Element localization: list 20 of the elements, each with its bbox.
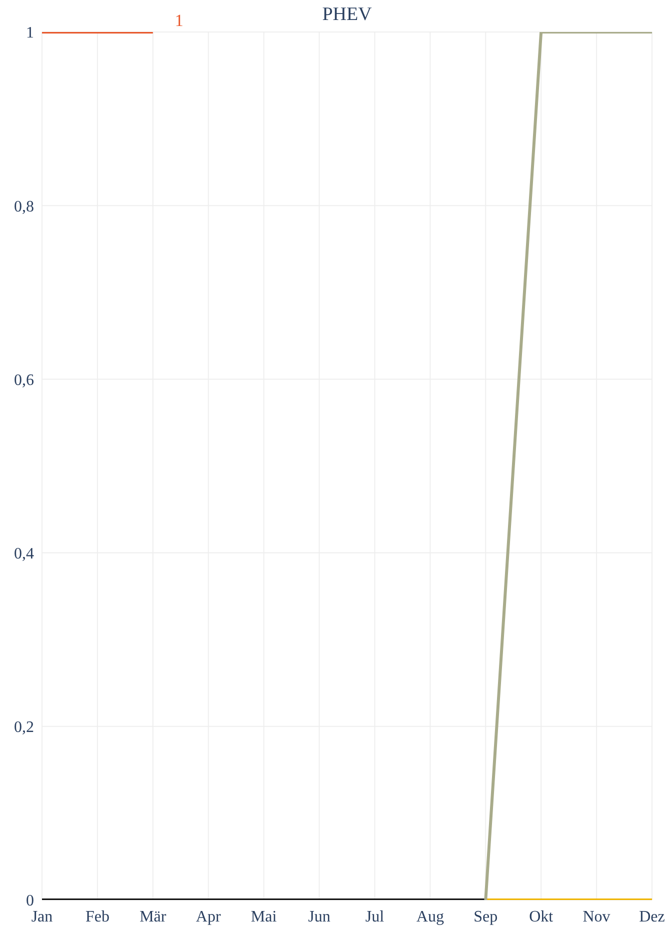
y-tick-label: 0,2 <box>14 719 34 736</box>
x-tick-label: Aug <box>416 908 444 926</box>
x-tick-label: Mär <box>140 908 167 926</box>
y-tick-label: 0 <box>26 892 34 910</box>
data-label: 1 <box>174 11 184 30</box>
x-tick-label: Nov <box>582 908 610 926</box>
x-tick-label: Apr <box>196 908 222 926</box>
x-tick-label: Dez <box>639 908 665 926</box>
x-tick-label: Feb <box>85 908 110 926</box>
x-tick-label: Jun <box>308 908 330 926</box>
x-tick-label: Jul <box>365 908 385 926</box>
y-tick-label: 0,8 <box>14 198 34 216</box>
chart-title: PHEV <box>322 4 372 25</box>
x-tick-label: Sep <box>474 908 498 926</box>
x-tick-label: Okt <box>529 908 554 926</box>
y-tick-label: 0,6 <box>14 372 34 389</box>
x-tick-label: Jan <box>31 908 53 926</box>
y-tick-label: 0,4 <box>14 545 34 562</box>
x-tick-label: Mai <box>250 908 278 926</box>
y-tick-label: 1 <box>26 24 34 42</box>
